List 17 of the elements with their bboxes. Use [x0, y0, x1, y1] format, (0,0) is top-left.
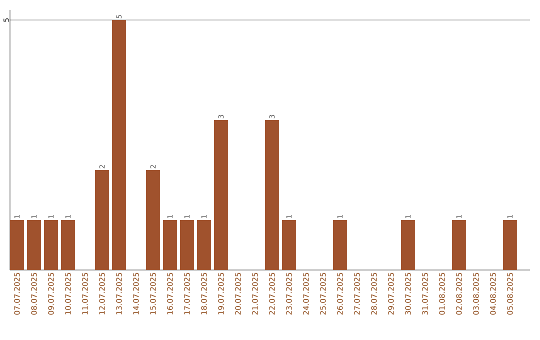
bar — [400, 220, 415, 270]
bar — [502, 220, 517, 270]
bar — [332, 220, 347, 270]
bar — [162, 220, 177, 270]
bar — [94, 170, 109, 270]
bar — [180, 220, 194, 270]
bar — [60, 220, 75, 270]
bar — [112, 20, 126, 270]
bar — [214, 120, 228, 270]
bar — [10, 220, 24, 270]
bar — [196, 220, 211, 270]
bar — [44, 220, 58, 270]
bar — [264, 120, 279, 270]
bar — [452, 220, 466, 270]
bar — [146, 170, 160, 270]
bar — [26, 220, 41, 270]
bar — [282, 220, 296, 270]
